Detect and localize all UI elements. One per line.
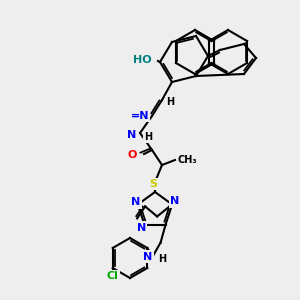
- Text: N: N: [131, 197, 140, 207]
- Text: H: H: [166, 97, 174, 107]
- Text: CH₃: CH₃: [178, 155, 198, 165]
- Text: S: S: [149, 179, 157, 189]
- Text: H: H: [144, 132, 152, 142]
- Text: N: N: [170, 196, 180, 206]
- Text: H: H: [159, 254, 167, 264]
- Text: N: N: [137, 223, 146, 232]
- Text: N: N: [127, 130, 136, 140]
- Text: N: N: [143, 252, 153, 262]
- Text: =N: =N: [130, 111, 149, 121]
- Text: Cl: Cl: [107, 271, 118, 281]
- Text: HO: HO: [134, 55, 152, 65]
- Text: O: O: [128, 150, 137, 160]
